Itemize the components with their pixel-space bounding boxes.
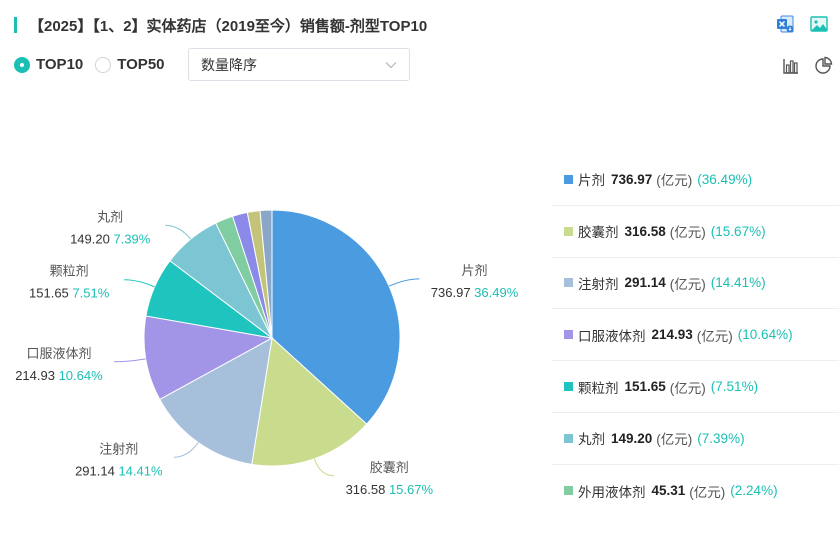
legend-swatch (564, 226, 573, 236)
radio-top50-indicator[interactable] (95, 56, 112, 73)
chart-legend: 片剂 736.97 (亿元) (36.49%) 胶囊剂 316.58 (亿元) (15.67%… (552, 154, 839, 517)
legend-name: 丸剂 (578, 432, 605, 448)
pie-label-value: 151.65 7.51% (29, 286, 110, 301)
bar-chart-icon[interactable] (781, 56, 801, 76)
legend-name: 胶囊剂 (578, 225, 619, 241)
pie-leader-line (313, 458, 335, 477)
sort-select[interactable]: 数量降序 (188, 48, 410, 81)
pie-label-value: 214.93 10.64% (15, 368, 103, 383)
legend-percent: (15.67%) (710, 223, 766, 239)
legend-unit: (亿元) (669, 225, 706, 241)
legend-swatch (564, 278, 573, 288)
legend-unit: (亿元) (689, 484, 726, 500)
legend-value: 214.93 (651, 327, 693, 343)
pie-label-amount: 316.58 (346, 482, 389, 497)
pie-leader-line (388, 278, 420, 287)
pie-label-name: 口服液体剂 (26, 346, 91, 361)
export-toolbar (775, 14, 829, 34)
legend-name: 注射剂 (578, 276, 619, 292)
pie-label-name: 胶囊剂 (370, 460, 409, 475)
excel-export-icon[interactable] (775, 14, 795, 34)
pie-label-name: 丸剂 (97, 209, 123, 224)
chevron-down-icon[interactable] (385, 61, 397, 69)
pie-label-percent: 15.67% (389, 482, 434, 497)
radio-top10-label[interactable]: TOP10 (36, 56, 84, 73)
legend-value: 45.31 (651, 483, 686, 499)
pie-leader-line (165, 224, 192, 240)
pie-label-percent: 10.64% (59, 368, 104, 383)
pie-leader-line (173, 442, 199, 458)
pie-label-value: 316.58 15.67% (346, 482, 434, 497)
chart-title: 【2025】【1、2】实体药店（2019至今）销售额-剂型TOP10 (29, 17, 428, 35)
legend-item[interactable]: 外用液体剂 45.31 (亿元) (2.24%) (552, 465, 839, 517)
legend-unit: (亿元) (669, 276, 706, 292)
top-n-radio-group: TOP10 TOP50 (14, 56, 177, 73)
pie-label-amount: 736.97 (431, 285, 474, 300)
view-toggle (781, 56, 833, 76)
chart-header: 【2025】【1、2】实体药店（2019至今）销售额-剂型TOP10 (14, 14, 427, 36)
pie-slice[interactable] (143, 315, 274, 401)
image-export-icon[interactable] (809, 14, 829, 34)
legend-percent: (7.39%) (697, 430, 745, 446)
legend-swatch (564, 486, 573, 496)
radio-top10-indicator[interactable] (14, 56, 30, 73)
title-accent-bar (14, 17, 17, 33)
pie-label-percent: 14.41% (118, 463, 163, 478)
pie-label-percent: 7.51% (72, 286, 109, 301)
legend-swatch (564, 382, 573, 392)
pie-chart: 片剂 736.97 36.49% 胶囊剂 316.58 15.67% 注射剂 291.14… (15, 209, 519, 497)
legend-percent: (7.51%) (710, 379, 759, 395)
legend-item[interactable]: 注射剂 291.14 (亿元) (14.41%) (552, 258, 839, 310)
legend-unit: (亿元) (669, 380, 706, 396)
legend-name: 颗粒剂 (578, 380, 619, 396)
pie-label-value: 149.20 7.39% (70, 231, 151, 246)
legend-item[interactable]: 颗粒剂 151.65 (亿元) (7.51%) (552, 361, 839, 413)
legend-name: 外用液体剂 (578, 484, 646, 500)
legend-value: 151.65 (624, 379, 666, 395)
pie-label-amount: 214.93 (15, 368, 58, 383)
legend-swatch (564, 174, 573, 184)
pie-label-amount: 151.65 (29, 286, 72, 301)
legend-percent: (2.24%) (730, 483, 778, 499)
legend-item[interactable]: 丸剂 149.20 (亿元) (7.39%) (552, 413, 839, 465)
sort-select-value[interactable]: 数量降序 (201, 56, 257, 73)
pie-leader-line (124, 279, 155, 288)
legend-swatch (564, 433, 573, 443)
radio-top10[interactable]: TOP10 (14, 56, 83, 73)
pie-label-value: 736.97 36.49% (431, 285, 519, 300)
legend-percent: (14.41%) (710, 275, 766, 291)
legend-item[interactable]: 胶囊剂 316.58 (亿元) (15.67%) (552, 206, 839, 258)
legend-unit: (亿元) (696, 328, 733, 344)
pie-chart-icon[interactable] (813, 56, 833, 76)
legend-percent: (36.49%) (697, 171, 753, 187)
legend-name: 口服液体剂 (578, 328, 646, 344)
pie-slice[interactable] (271, 209, 401, 425)
pie-label-amount: 149.20 (70, 231, 113, 246)
legend-name: 片剂 (578, 173, 605, 189)
radio-top50-label[interactable]: TOP50 (117, 56, 165, 73)
pie-slice[interactable] (259, 209, 273, 339)
pie-label-value: 291.14 14.41% (75, 463, 163, 478)
pie-leader-line (113, 358, 146, 363)
pie-label-amount: 291.14 (75, 463, 118, 478)
radio-top50[interactable]: TOP50 (95, 56, 165, 73)
legend-unit: (亿元) (656, 432, 693, 448)
legend-item[interactable]: 片剂 736.97 (亿元) (36.49%) (552, 154, 839, 206)
legend-unit: (亿元) (656, 173, 693, 189)
legend-item[interactable]: 口服液体剂 214.93 (亿元) (10.64%) (552, 309, 839, 362)
legend-percent: (10.64%) (737, 327, 793, 343)
legend-value: 149.20 (611, 430, 653, 446)
pie-label-percent: 7.39% (113, 231, 150, 246)
pie-label-name: 颗粒剂 (50, 264, 89, 279)
pie-label-name: 注射剂 (99, 441, 138, 456)
legend-swatch (564, 330, 573, 340)
legend-value: 291.14 (624, 275, 666, 291)
legend-value: 736.97 (611, 171, 653, 187)
legend-value: 316.58 (624, 223, 666, 239)
pie-slice[interactable] (158, 337, 273, 465)
pie-label-name: 片剂 (462, 263, 488, 278)
pie-label-percent: 36.49% (474, 285, 519, 300)
